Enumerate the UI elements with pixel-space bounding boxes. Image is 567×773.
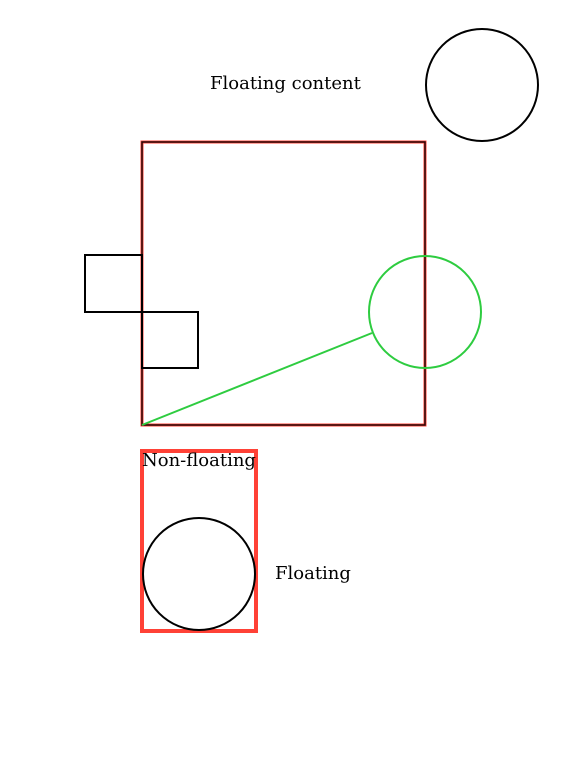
bottom-circle xyxy=(142,517,256,631)
bottom-red-rectangle xyxy=(140,449,258,633)
inner-small-square xyxy=(141,311,199,369)
floating-content-label: Floating content xyxy=(210,73,362,94)
left-small-square xyxy=(84,254,143,313)
floating-label: Floating xyxy=(275,563,351,584)
main-square xyxy=(141,141,426,426)
green-connector-line xyxy=(141,332,373,426)
top-right-circle xyxy=(425,28,539,142)
main-square-red-outline xyxy=(140,140,427,427)
green-circle xyxy=(368,255,482,369)
non-floating-label: Non-floating xyxy=(142,450,256,471)
